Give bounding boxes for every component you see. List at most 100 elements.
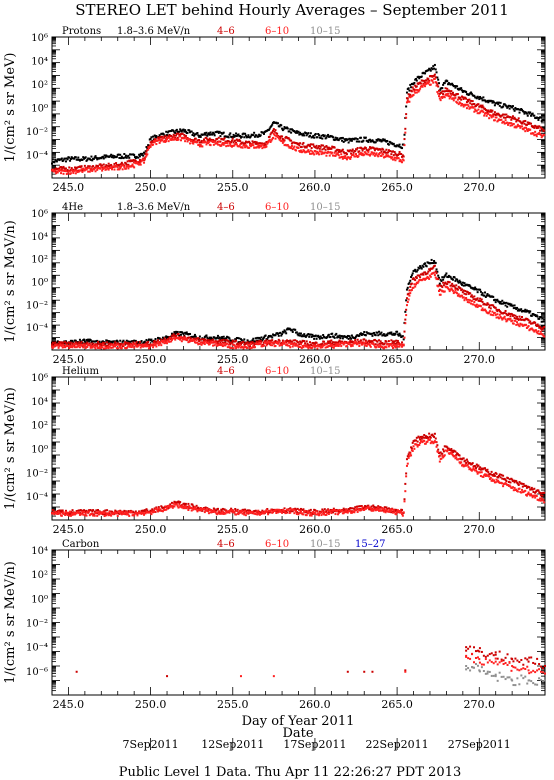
data-point (481, 99, 484, 102)
data-point (271, 344, 274, 347)
data-point (318, 153, 321, 156)
data-point (80, 341, 83, 344)
data-point (341, 157, 344, 160)
data-point (368, 344, 371, 347)
data-point (479, 290, 482, 293)
data-point (145, 345, 148, 348)
data-point (341, 342, 344, 345)
data-point (198, 335, 201, 338)
data-point (222, 131, 225, 134)
data-point (196, 141, 199, 144)
data-point (377, 155, 380, 158)
data-point (67, 344, 70, 347)
data-point (493, 119, 496, 122)
data-point (502, 116, 505, 119)
data-point (371, 340, 374, 343)
data-point (177, 333, 180, 336)
data-point (284, 340, 287, 343)
data-point (111, 346, 114, 349)
data-point (369, 340, 372, 343)
data-point (152, 344, 155, 347)
data-point (473, 295, 476, 298)
data-point (101, 169, 104, 172)
data-point (345, 345, 348, 348)
data-point (181, 132, 184, 135)
data-point (475, 288, 478, 291)
data-point (380, 150, 383, 153)
data-point (508, 302, 511, 305)
data-point (173, 134, 176, 137)
data-point (374, 334, 377, 337)
data-point (101, 346, 104, 349)
data-point (525, 112, 528, 115)
data-point (166, 134, 169, 137)
data-point (326, 336, 329, 339)
data-point (80, 168, 83, 171)
data-point (169, 503, 172, 506)
data-point (199, 143, 202, 146)
data-point (61, 346, 64, 349)
data-point (106, 166, 109, 169)
data-point (241, 146, 244, 149)
data-point (301, 134, 304, 137)
data-point (317, 334, 320, 337)
data-point (78, 170, 81, 173)
data-point (424, 436, 427, 439)
data-point (243, 144, 246, 147)
data-point (414, 268, 417, 271)
data-point (463, 282, 466, 285)
data-point (373, 338, 376, 341)
x-tick-label: 255.0 (217, 353, 249, 366)
data-point (226, 141, 229, 144)
data-point (267, 339, 270, 342)
data-point (408, 89, 411, 92)
data-point (294, 344, 297, 347)
data-point (364, 341, 367, 344)
data-point (417, 280, 420, 283)
data-point (375, 506, 378, 509)
data-point (401, 155, 404, 158)
data-point (493, 104, 496, 107)
data-point (466, 98, 469, 101)
data-point (72, 171, 75, 174)
data-point (195, 504, 198, 507)
data-point (64, 160, 67, 163)
data-point (157, 138, 160, 141)
data-point (328, 154, 331, 157)
data-point (107, 347, 110, 350)
data-point (69, 158, 72, 161)
data-point (359, 136, 362, 139)
data-point (118, 163, 121, 166)
data-point (278, 339, 281, 342)
data-point (411, 272, 414, 275)
data-point (512, 322, 515, 325)
data-point (287, 339, 290, 342)
data-point (154, 138, 157, 141)
data-point (174, 332, 177, 335)
data-point (347, 141, 350, 144)
data-point (328, 340, 331, 343)
data-point (414, 283, 417, 286)
data-point (420, 437, 423, 440)
data-point (228, 141, 231, 144)
data-point (497, 103, 500, 106)
data-point (57, 343, 60, 346)
data-point (329, 335, 332, 338)
data-point (145, 150, 148, 153)
data-point (433, 63, 436, 66)
legend-entry: 4–6 (217, 202, 235, 213)
data-point (314, 334, 317, 337)
plot-frame (51, 212, 546, 351)
data-point (336, 341, 339, 344)
data-point (373, 152, 376, 155)
data-point (525, 310, 528, 313)
data-point (101, 340, 104, 343)
data-point (190, 130, 193, 133)
data-point (76, 158, 79, 161)
data-point (262, 131, 265, 134)
data-point (212, 132, 215, 135)
data-point (221, 339, 224, 342)
data-point (364, 505, 367, 508)
data-point (281, 344, 284, 347)
x-ticks (51, 213, 546, 350)
